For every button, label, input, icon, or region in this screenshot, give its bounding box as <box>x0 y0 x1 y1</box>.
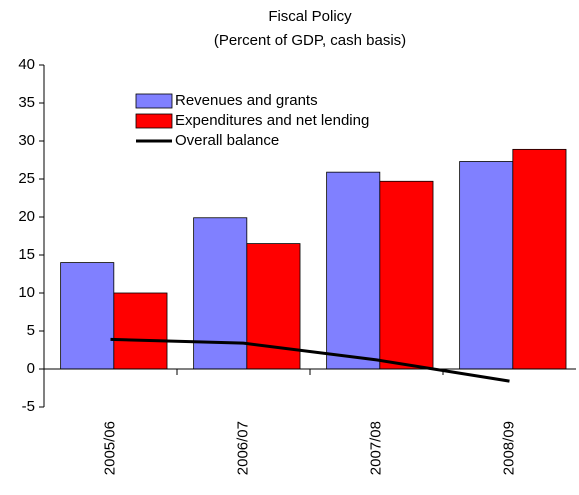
y-tick-label: -5 <box>22 398 35 415</box>
y-tick-label: 25 <box>18 170 35 187</box>
x-tick-label: 2008/09 <box>500 421 517 475</box>
y-tick-label: 15 <box>18 246 35 263</box>
x-tick-label: 2006/07 <box>234 421 251 475</box>
y-tick-label: 10 <box>18 284 35 301</box>
bar <box>60 262 115 370</box>
y-tick-label: 20 <box>18 208 35 225</box>
x-tick-label: 2005/06 <box>101 421 118 475</box>
y-tick-label: 30 <box>18 132 35 149</box>
chart-title: Fiscal Policy <box>268 8 352 25</box>
bar <box>459 161 514 370</box>
legend-label: Expenditures and net lending <box>175 112 369 129</box>
bar <box>326 171 381 370</box>
legend-swatch <box>135 113 173 129</box>
legend-label: Overall balance <box>175 132 279 149</box>
x-tick-label: 2007/08 <box>367 421 384 475</box>
y-tick-label: 5 <box>27 322 35 339</box>
y-tick-label: 40 <box>18 56 35 73</box>
bar <box>512 148 567 370</box>
y-tick-label: 35 <box>18 94 35 111</box>
chart-subtitle: (Percent of GDP, cash basis) <box>214 32 406 49</box>
line-series <box>110 337 510 383</box>
y-tick-label: 0 <box>27 360 35 377</box>
legend-label: Revenues and grants <box>175 92 318 109</box>
bar <box>113 292 168 370</box>
bar <box>193 217 248 370</box>
bar <box>379 180 434 370</box>
legend-swatch <box>135 93 173 109</box>
